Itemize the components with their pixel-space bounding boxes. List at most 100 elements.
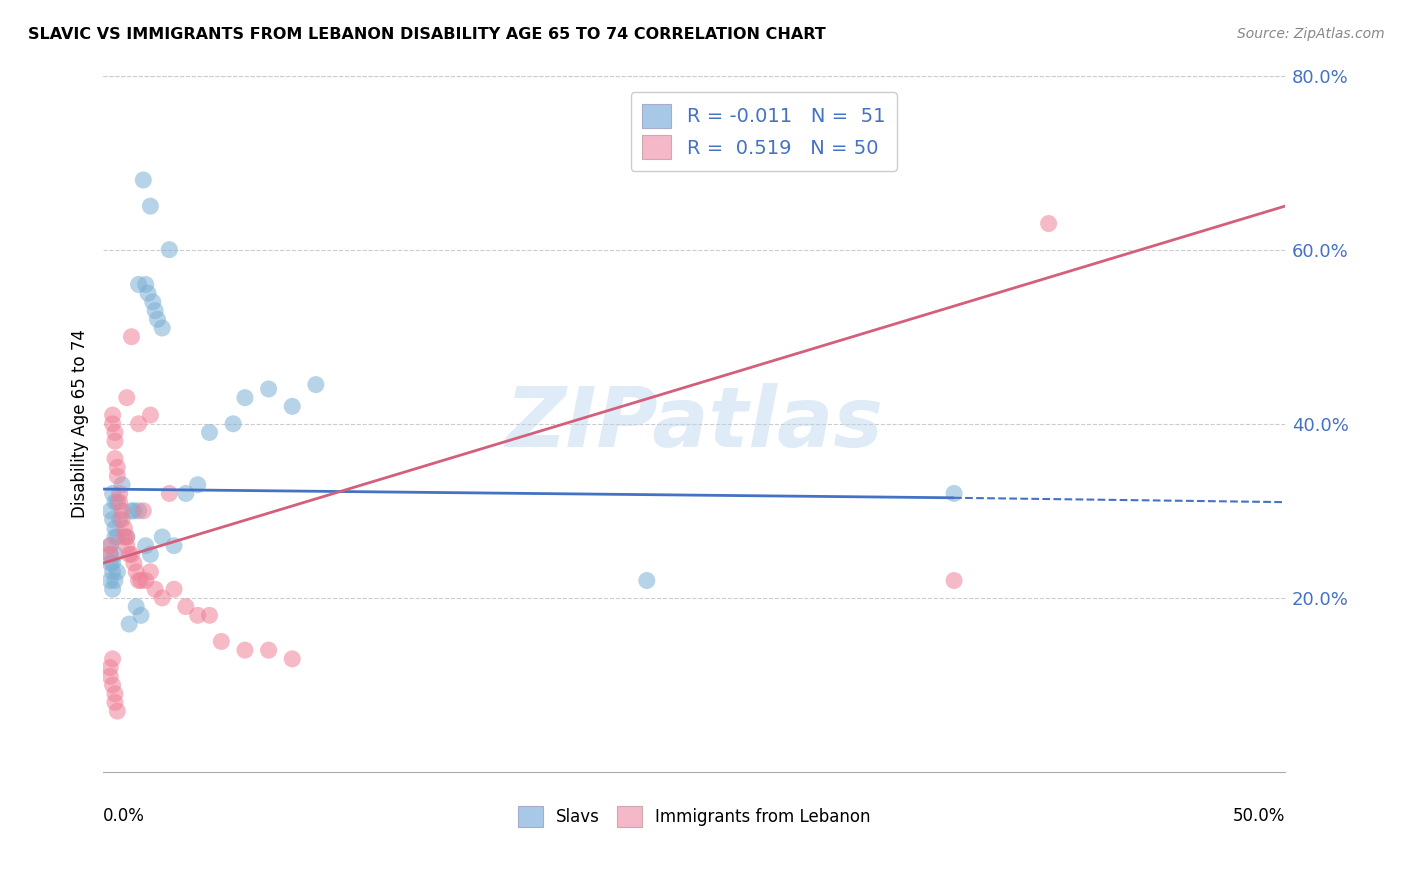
Point [281, 400, 304, 414]
Point [1038, 217, 1060, 231]
Point [122, 504, 145, 518]
Point [187, 608, 209, 623]
Point [111, 512, 134, 526]
Point [105, 469, 128, 483]
Point [98, 539, 121, 553]
Point [198, 608, 221, 623]
Point [101, 417, 124, 431]
Point [104, 434, 127, 449]
Point [105, 460, 128, 475]
Point [150, 321, 173, 335]
Text: ZIPatlas: ZIPatlas [505, 384, 883, 464]
Point [122, 556, 145, 570]
Point [139, 199, 162, 213]
Point [150, 591, 173, 605]
Point [112, 521, 135, 535]
Point [157, 243, 180, 257]
Point [257, 382, 280, 396]
Point [108, 495, 131, 509]
Point [104, 548, 127, 562]
Point [174, 486, 197, 500]
Point [98, 539, 121, 553]
Point [132, 504, 155, 518]
Point [129, 574, 152, 588]
Point [104, 495, 127, 509]
Text: Source: ZipAtlas.com: Source: ZipAtlas.com [1237, 27, 1385, 41]
Point [121, 329, 143, 343]
Text: 50.0%: 50.0% [1233, 807, 1285, 825]
Point [105, 565, 128, 579]
Point [129, 608, 152, 623]
Point [139, 408, 162, 422]
Point [104, 530, 127, 544]
Point [112, 530, 135, 544]
Point [111, 477, 134, 491]
Point [104, 695, 127, 709]
Point [136, 286, 159, 301]
Point [128, 504, 150, 518]
Point [105, 495, 128, 509]
Y-axis label: Disability Age 65 to 74: Disability Age 65 to 74 [72, 329, 89, 518]
Point [281, 652, 304, 666]
Point [135, 539, 157, 553]
Point [222, 417, 245, 431]
Point [104, 425, 127, 440]
Point [104, 687, 127, 701]
Point [157, 486, 180, 500]
Point [636, 574, 658, 588]
Point [115, 391, 138, 405]
Point [104, 451, 127, 466]
Point [101, 652, 124, 666]
Point [101, 582, 124, 597]
Point [98, 548, 121, 562]
Point [101, 565, 124, 579]
Point [125, 565, 148, 579]
Point [233, 643, 256, 657]
Point [132, 173, 155, 187]
Point [118, 617, 141, 632]
Point [139, 565, 162, 579]
Point [101, 486, 124, 500]
Text: 0.0%: 0.0% [103, 807, 145, 825]
Point [142, 294, 165, 309]
Point [128, 574, 150, 588]
Point [98, 574, 121, 588]
Point [943, 574, 966, 588]
Point [257, 643, 280, 657]
Point [101, 678, 124, 692]
Point [105, 704, 128, 718]
Point [305, 377, 328, 392]
Point [98, 660, 121, 674]
Point [118, 548, 141, 562]
Point [128, 417, 150, 431]
Point [139, 548, 162, 562]
Point [198, 425, 221, 440]
Point [105, 530, 128, 544]
Point [209, 634, 232, 648]
Point [187, 477, 209, 491]
Point [143, 303, 166, 318]
Point [104, 574, 127, 588]
Point [101, 556, 124, 570]
Point [108, 486, 131, 500]
Point [108, 512, 131, 526]
Point [174, 599, 197, 614]
Point [121, 548, 143, 562]
Point [115, 539, 138, 553]
Point [115, 530, 138, 544]
Point [111, 504, 134, 518]
Legend: Slavs, Immigrants from Lebanon: Slavs, Immigrants from Lebanon [510, 800, 877, 833]
Point [101, 512, 124, 526]
Point [98, 504, 121, 518]
Point [104, 521, 127, 535]
Point [233, 391, 256, 405]
Point [121, 504, 143, 518]
Point [135, 277, 157, 292]
Point [98, 548, 121, 562]
Point [146, 312, 169, 326]
Point [101, 408, 124, 422]
Point [115, 530, 138, 544]
Point [135, 574, 157, 588]
Text: SLAVIC VS IMMIGRANTS FROM LEBANON DISABILITY AGE 65 TO 74 CORRELATION CHART: SLAVIC VS IMMIGRANTS FROM LEBANON DISABI… [28, 27, 825, 42]
Point [128, 277, 150, 292]
